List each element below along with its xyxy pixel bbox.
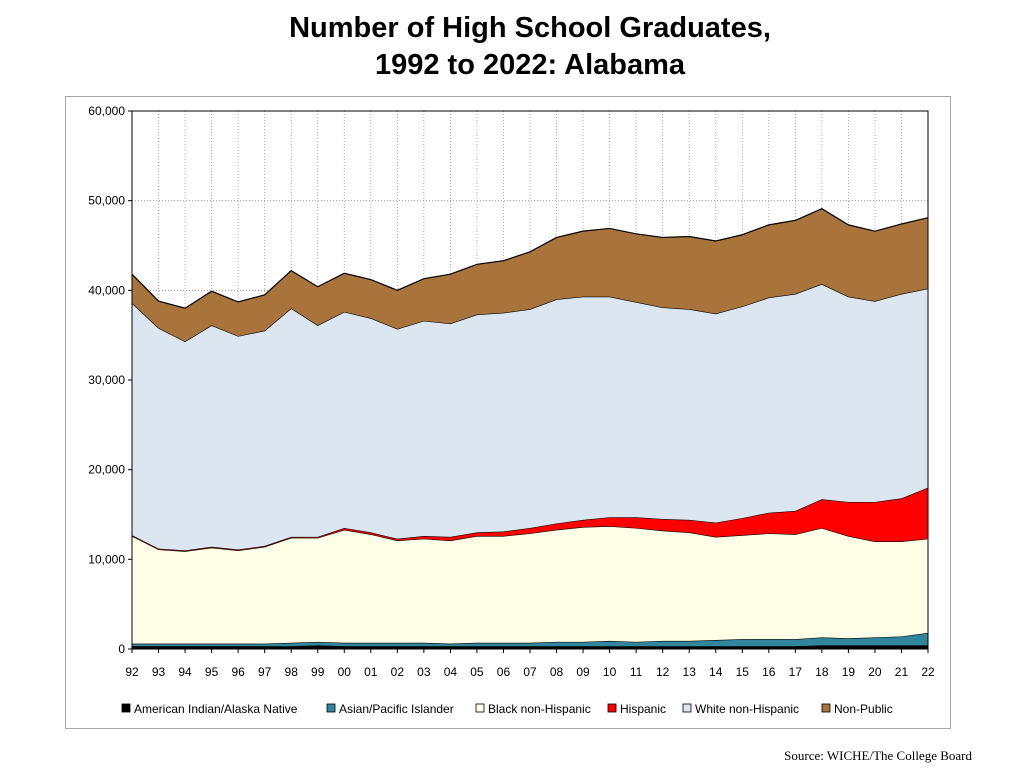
legend-label: Hispanic: [620, 702, 666, 716]
x-tick-label: 02: [391, 665, 405, 679]
x-tick-label: 97: [258, 665, 272, 679]
x-tick-label: 05: [470, 665, 484, 679]
x-tick-label: 06: [497, 665, 511, 679]
legend-swatch: [682, 703, 692, 713]
x-tick-label: 22: [921, 665, 935, 679]
x-tick-label: 92: [125, 665, 139, 679]
x-tick-label: 09: [576, 665, 590, 679]
x-tick-label: 08: [550, 665, 564, 679]
area-series-4: [132, 487, 928, 552]
chart-title: Number of High School Graduates, 1992 to…: [0, 10, 1024, 84]
legend-label: Non-Public: [834, 702, 893, 716]
x-tick-label: 93: [152, 665, 166, 679]
x-tick-label: 20: [868, 665, 882, 679]
y-tick-label: 20,000: [88, 463, 125, 477]
y-tick-label: 30,000: [88, 373, 125, 387]
legend-label: Asian/Pacific Islander: [339, 702, 454, 716]
x-tick-label: 95: [205, 665, 219, 679]
x-tick-label: 94: [178, 665, 192, 679]
source-note: Source: WICHE/The College Board: [784, 748, 972, 763]
series-boundary-line-6: [131, 208, 929, 309]
legend-swatch: [475, 703, 485, 713]
legend-label: American Indian/Alaska Native: [134, 702, 298, 716]
x-tick-label: 16: [762, 665, 776, 679]
x-tick-label: 99: [311, 665, 325, 679]
y-tick-label: 0: [118, 642, 125, 656]
x-tick-label: 18: [815, 665, 829, 679]
x-tick-label: 04: [444, 665, 458, 679]
area-series-2: [132, 632, 928, 647]
x-tick-label: 10: [603, 665, 617, 679]
x-tick-label: 12: [656, 665, 670, 679]
legend-label: Black non-Hispanic: [488, 702, 591, 716]
legend-label: White non-Hispanic: [695, 702, 799, 716]
area-series-3: [132, 526, 928, 644]
chart-title-line-2: 1992 to 2022: Alabama: [374, 49, 686, 81]
x-tick-label: 15: [736, 665, 750, 679]
y-tick-label: 50,000: [88, 194, 125, 208]
legend-swatch: [121, 703, 131, 713]
x-tick-label: 96: [231, 665, 245, 679]
area-series-6: [132, 208, 928, 342]
x-tick-label: 98: [285, 665, 299, 679]
legend-swatch: [607, 703, 617, 713]
x-tick-label: 00: [338, 665, 352, 679]
y-tick-label: 40,000: [88, 283, 125, 297]
x-tick-label: 07: [523, 665, 537, 679]
x-tick-label: 14: [709, 665, 723, 679]
chart-title-line-1: Number of High School Graduates,: [289, 12, 771, 44]
x-tick-label: 17: [789, 665, 803, 679]
legend-swatch: [821, 703, 831, 713]
x-tick-label: 21: [895, 665, 909, 679]
legend-swatch: [326, 703, 336, 713]
x-tick-label: 03: [417, 665, 431, 679]
y-tick-label: 60,000: [88, 104, 125, 118]
x-tick-label: 01: [364, 665, 378, 679]
x-tick-label: 19: [842, 665, 856, 679]
y-tick-label: 10,000: [88, 552, 125, 566]
area-series-5: [132, 284, 928, 551]
x-tick-label: 11: [630, 665, 643, 679]
x-tick-label: 13: [683, 665, 697, 679]
